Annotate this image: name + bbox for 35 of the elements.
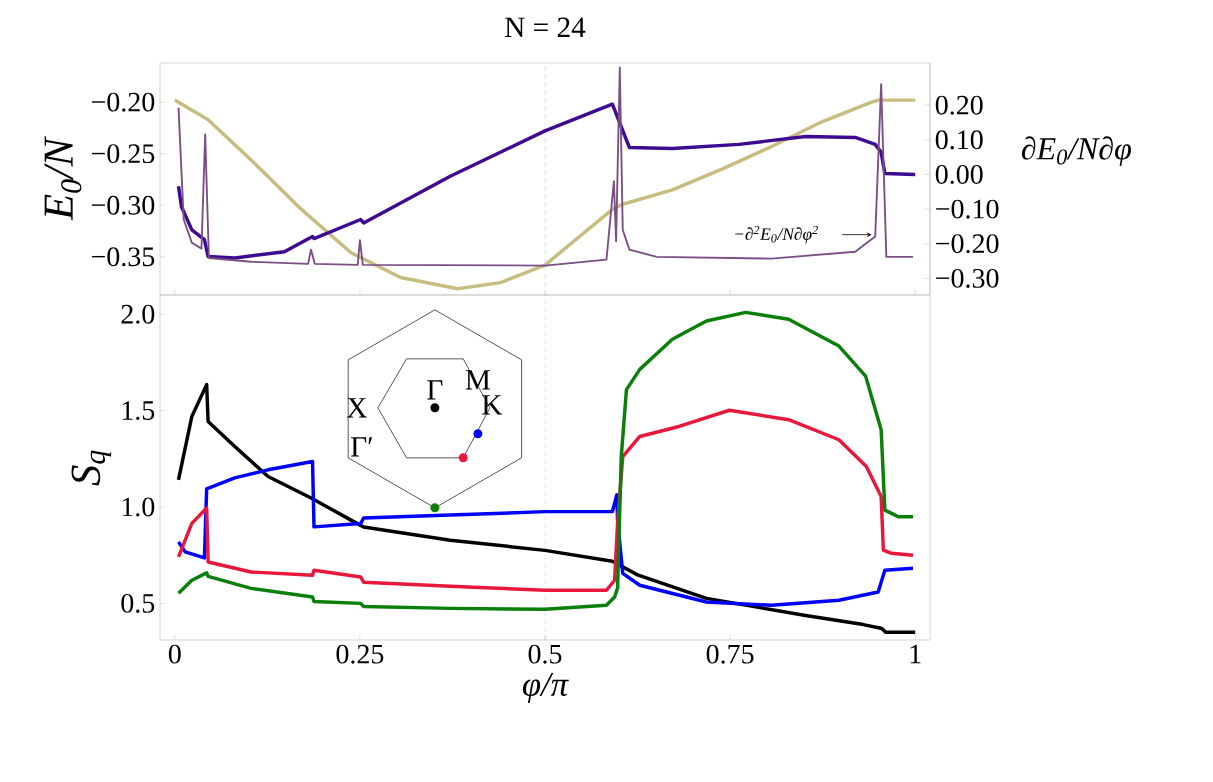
y-tick-label: 1.0 <box>122 497 155 517</box>
y-tick-label: 2.0 <box>121 304 155 324</box>
annotation: Γ′ <box>351 437 373 457</box>
annotation: K <box>482 395 503 415</box>
annotation: X <box>346 398 367 418</box>
x-tick-label: 1 <box>910 644 921 664</box>
x-tick-label: 0.75 <box>706 644 754 664</box>
x-tick-label: 0.5 <box>528 644 562 664</box>
y2-tick-label: 0.10 <box>935 130 983 150</box>
y-tick-label: 1.5 <box>122 401 155 421</box>
y-tick-label: 0.5 <box>121 593 155 613</box>
line-series <box>176 310 915 612</box>
y2-tick-label: −0.10 <box>936 199 999 219</box>
y2-tick-label: −0.30 <box>936 268 999 288</box>
y2-tick-label: 0.20 <box>935 95 983 115</box>
y-tick-label: −0.20 <box>91 92 155 112</box>
line-series <box>176 102 917 260</box>
y-axis-title: S$_{q}$ <box>71 450 112 486</box>
annotation: Γ <box>427 380 443 400</box>
annotation: −∂$^{2}$E$_{0}$/N∂φ$^{2}$ <box>735 225 818 244</box>
x-axis-title: φ/π <box>522 672 569 704</box>
y-axis-title: E$_{0}$/N <box>44 136 82 221</box>
chart-title: N = 24 <box>504 17 586 37</box>
line-series <box>173 98 917 291</box>
line-series <box>176 459 915 608</box>
y2-tick-label: 0.00 <box>935 165 983 185</box>
y-tick-label: −0.30 <box>91 195 155 215</box>
y2-axis-title: ∂E$_{0}$/N∂φ <box>1021 136 1131 167</box>
annotation: M <box>465 370 491 390</box>
x-tick-label: 0 <box>168 644 181 664</box>
y-tick-label: −0.25 <box>91 144 155 164</box>
line-series <box>177 66 914 267</box>
y2-tick-label: −0.20 <box>936 234 999 254</box>
y-tick-label: −0.35 <box>91 247 155 267</box>
x-tick-label: 0.25 <box>336 644 384 664</box>
